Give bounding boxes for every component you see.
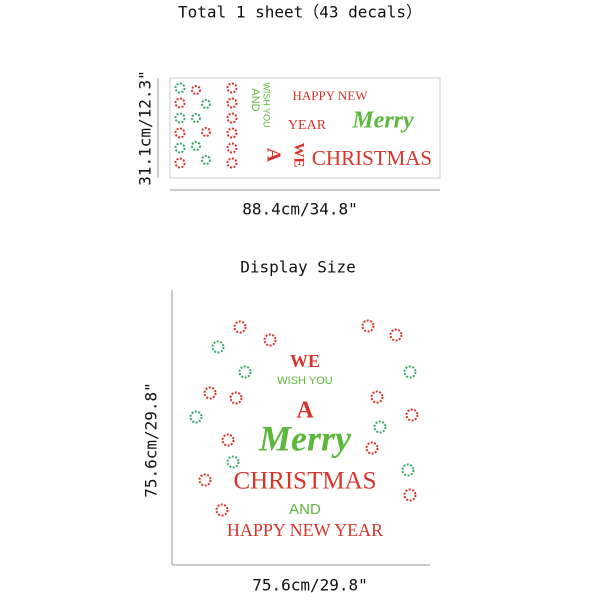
display-decal [405,408,419,422]
sheet-decal [191,85,201,95]
display-text: AND [289,501,321,518]
display-decal [226,455,240,469]
sheet-text: WISH YOU [262,82,272,127]
display-decal [389,328,403,342]
display-width: 75.6cm/29.8" [252,576,368,595]
display-text: WE [290,351,320,371]
display-decal [373,420,387,434]
sheet-text: AND [249,88,261,111]
sheet-decal [201,99,211,109]
sheet-decal [174,97,186,109]
sheet-width: 88.4cm/34.8" [242,200,358,219]
sheet-decal [226,97,238,109]
sheet-decal [174,112,186,124]
display-decal [263,333,277,347]
sheet-decal [174,142,186,154]
sheet-decal [226,82,238,94]
display-title: Display Size [240,258,356,277]
display-decal [238,365,252,379]
sheet-height: 31.1cm/12.3" [136,70,155,186]
display-decal [229,391,243,405]
decorations [174,82,419,517]
display-decal [403,488,417,502]
sheet-decal [226,157,238,169]
display-decal [403,365,417,379]
display-decal [211,340,225,354]
display-decal [401,463,415,477]
sheet-decal [191,113,201,123]
display-decal [370,390,384,404]
sheet-decal [174,127,186,139]
display-decal [198,473,212,487]
display-text: WISH YOU [277,375,332,387]
sheet-text: HAPPY NEW [293,88,369,103]
display-text: A [296,398,314,424]
display-text: Merry [258,418,352,458]
sheet-text: WE [291,142,307,167]
sheet-decal [226,112,238,124]
display-decal [221,433,235,447]
display-decal [189,410,203,424]
sheet-decal [226,142,238,154]
sheet-outline [169,77,441,179]
sheet-text: Merry [351,108,414,134]
display-text: CHRISTMAS [233,468,376,495]
sheet-decal [201,155,211,165]
sheet-text: CHRISTMAS [312,146,432,170]
display-decal [203,386,217,400]
display-decal [233,320,247,334]
sheet-text: YEAR [288,118,327,133]
sheet-decal [191,141,201,151]
sheet-decal [201,127,211,137]
sheet-decal [226,127,238,139]
display-height: 75.6cm/29.8" [142,382,161,498]
display-decal [365,441,379,455]
display-decal [361,319,375,333]
title: Total 1 sheet（43 decals） [178,3,422,22]
sheet-decal [174,157,186,169]
display-text: HAPPY NEW YEAR [227,520,383,540]
sheet-text: A [262,148,284,163]
display-decal [215,503,229,517]
sheet-decal [174,82,186,94]
